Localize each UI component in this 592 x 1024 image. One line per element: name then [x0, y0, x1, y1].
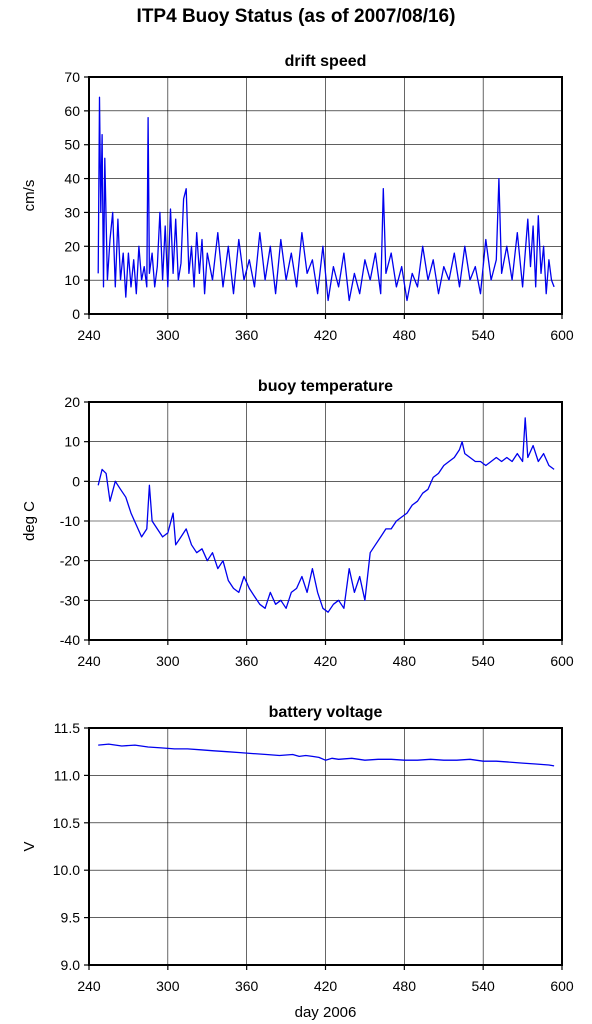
- x-tick-label: 600: [550, 327, 574, 343]
- y-tick-label: 10.0: [53, 862, 80, 878]
- x-tick-label: 420: [314, 653, 338, 669]
- y-tick-label: -40: [60, 632, 80, 648]
- x-tick-label: 600: [550, 653, 574, 669]
- y-tick-label: -20: [60, 553, 80, 569]
- y-axis-label: cm/s: [21, 180, 38, 212]
- panel-title: battery voltage: [269, 704, 383, 721]
- panel-title: drift speed: [285, 53, 367, 70]
- x-tick-label: 420: [314, 978, 338, 994]
- panel-3: 240 300 360 420 480 540 600 9.0 9.5 10.0 10.5 11.0 1…: [21, 704, 574, 1021]
- x-tick-label: 300: [156, 978, 180, 994]
- x-tick-label: 480: [393, 978, 417, 994]
- y-tick-label: 30: [64, 204, 80, 220]
- x-tick-label: 420: [314, 327, 338, 343]
- y-tick-label: -10: [60, 513, 80, 529]
- y-tick-label: 20: [64, 238, 80, 254]
- series-line: [98, 743, 555, 767]
- x-tick-label: 540: [471, 978, 495, 994]
- x-tick-label: 360: [235, 327, 259, 343]
- x-tick-label: 300: [156, 653, 180, 669]
- y-axis-label: V: [21, 841, 38, 851]
- y-tick-label: 10: [64, 272, 80, 288]
- y-tick-label: 0: [72, 306, 80, 322]
- y-tick-label: 11.0: [54, 767, 80, 783]
- panel-title: buoy temperature: [258, 378, 393, 395]
- y-tick-label: 0: [72, 473, 80, 489]
- y-tick-label: -30: [60, 592, 80, 608]
- page-title: ITP4 Buoy Status (as of 2007/08/16): [136, 6, 456, 27]
- x-tick-label: 360: [235, 653, 259, 669]
- x-tick-label: 360: [235, 978, 259, 994]
- x-tick-label: 600: [550, 978, 574, 994]
- panel-1: 240 300 360 420 480 540 600 0 10 20 30 40 50 60 70 drif…: [21, 53, 574, 343]
- y-tick-label: 10: [64, 434, 80, 450]
- x-tick-label: 240: [77, 978, 101, 994]
- y-axis-label: deg C: [21, 501, 38, 541]
- x-tick-label: 240: [77, 653, 101, 669]
- x-tick-label: 480: [393, 327, 417, 343]
- x-tick-label: 300: [156, 327, 180, 343]
- panel-2: 240 300 360 420 480 540 600 -40 -30 -20 -10 0 10 20 bu…: [21, 378, 574, 669]
- y-tick-label: 70: [64, 69, 80, 85]
- series-line: [97, 417, 555, 613]
- x-tick-label: 240: [77, 327, 101, 343]
- x-tick-label: 540: [471, 327, 495, 343]
- y-tick-label: 11.5: [54, 720, 80, 736]
- y-tick-label: 9.0: [61, 957, 81, 973]
- series-line: [97, 96, 555, 302]
- y-tick-label: 60: [64, 103, 80, 119]
- x-tick-label: 480: [393, 653, 417, 669]
- y-tick-label: 50: [64, 137, 80, 153]
- x-tick-label: 540: [471, 653, 495, 669]
- x-axis-label: day 2006: [295, 1004, 357, 1021]
- y-tick-label: 9.5: [61, 910, 81, 926]
- y-tick-label: 10.5: [53, 815, 80, 831]
- y-tick-label: 40: [64, 171, 80, 187]
- y-tick-label: 20: [64, 394, 80, 410]
